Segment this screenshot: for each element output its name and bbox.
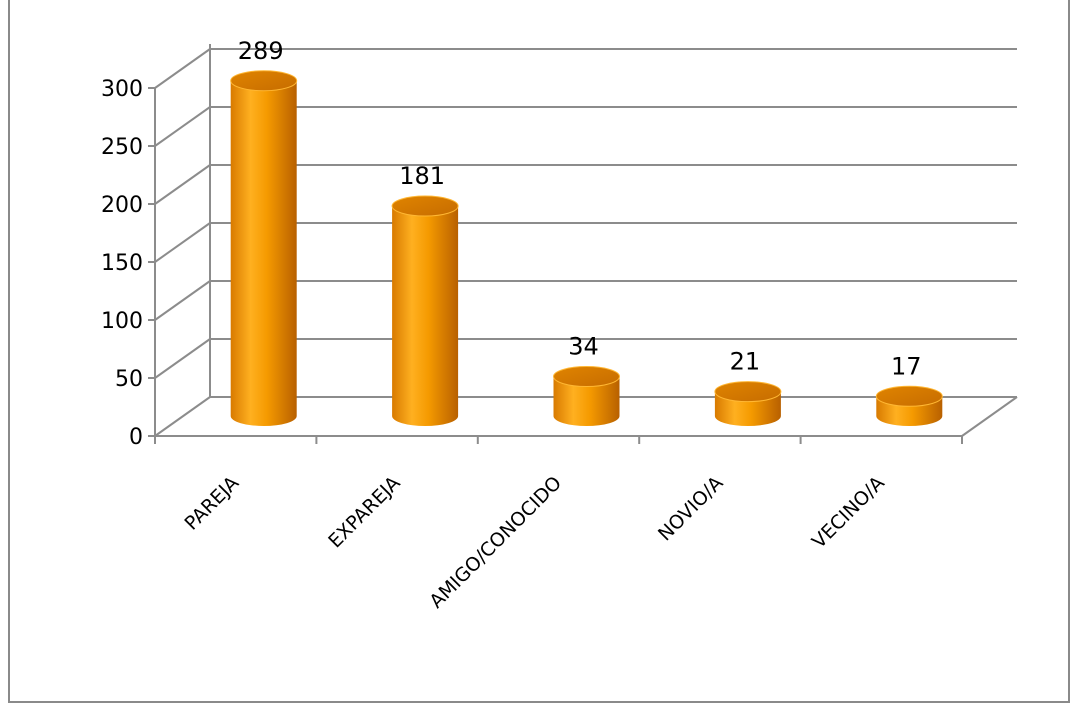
axes [148, 87, 1018, 444]
chart-frame: 0 50 100 150 200 250 300 289 181 34 21 17 PAREJA EX… [8, 0, 1070, 703]
bar-top [875, 385, 943, 407]
gridline-side [154, 338, 211, 379]
bar-top [230, 70, 298, 92]
bar-top [391, 195, 459, 217]
y-tick-label: 250 [101, 135, 143, 160]
gridline-side [154, 164, 211, 205]
y-tick-label: 300 [101, 77, 143, 102]
bars [230, 70, 943, 427]
data-label: 181 [399, 162, 445, 190]
y-tick-label: 100 [101, 309, 143, 334]
y-tick-label: 0 [129, 425, 143, 450]
bar-chart: 0 50 100 150 200 250 300 289 181 34 21 17 PAREJA EX… [101, 37, 1018, 613]
bar-body [553, 376, 620, 427]
bar-novio-a [714, 381, 782, 427]
bar-body [392, 206, 459, 427]
bar-vecino-a [875, 385, 943, 427]
category-label: PAREJA [181, 472, 244, 535]
y-tick-labels: 0 50 100 150 200 250 300 [101, 77, 143, 450]
gridline-side [154, 106, 211, 147]
data-label: 21 [730, 348, 761, 376]
category-label: VECINO/A [808, 472, 889, 553]
data-label: 289 [238, 37, 284, 65]
category-label: AMIGO/CONOCIDO [425, 472, 566, 613]
gridline-side [154, 280, 211, 321]
y-tick-label: 200 [101, 193, 143, 218]
gridlines [154, 44, 1017, 437]
y-tick-label: 150 [101, 251, 143, 276]
gridline-side [154, 48, 211, 89]
gridline-side [154, 396, 211, 437]
category-label: EXPAREJA [324, 472, 404, 552]
data-label: 34 [568, 333, 599, 361]
category-labels: PAREJA EXPAREJA AMIGO/CONOCIDO NOVIO/A VECIN… [181, 472, 889, 613]
bar-body [230, 80, 297, 426]
bar-amigo-conocido [553, 366, 620, 427]
data-labels: 289 181 34 21 17 [238, 37, 922, 381]
y-tick-label: 50 [115, 367, 143, 392]
category-label: NOVIO/A [654, 472, 727, 545]
floor-right-edge [961, 396, 1018, 437]
bar-expareja [391, 195, 459, 427]
bar-pareja [230, 70, 298, 426]
bar-top [714, 381, 782, 403]
bar-top [553, 366, 620, 388]
gridline-side [154, 222, 211, 263]
data-label: 17 [891, 352, 922, 380]
